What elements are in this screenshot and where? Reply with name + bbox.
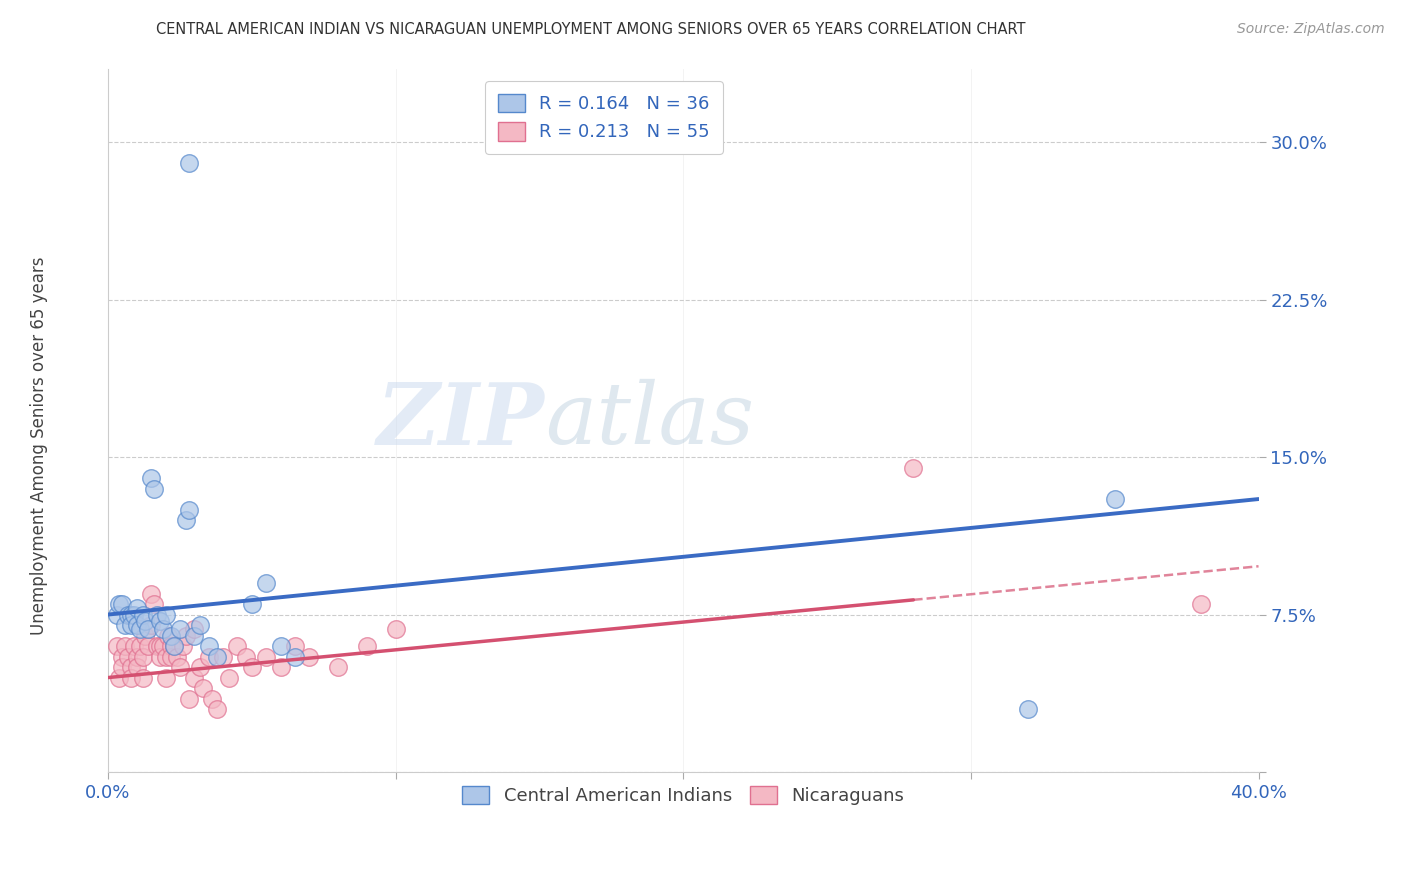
- Point: [183, 629, 205, 643]
- Point: [197, 639, 219, 653]
- Point: [284, 649, 307, 664]
- Point: [160, 649, 183, 664]
- Point: [152, 622, 174, 636]
- Point: [139, 586, 162, 600]
- Point: [1104, 491, 1126, 506]
- Point: [149, 639, 172, 653]
- Point: [111, 660, 134, 674]
- Point: [134, 629, 156, 643]
- Point: [177, 502, 200, 516]
- Point: [122, 607, 145, 622]
- Point: [174, 629, 197, 643]
- Point: [146, 607, 169, 622]
- Point: [125, 601, 148, 615]
- Point: [177, 156, 200, 170]
- Point: [174, 513, 197, 527]
- Legend: Central American Indians, Nicaraguans: Central American Indians, Nicaraguans: [451, 775, 915, 816]
- Point: [160, 639, 183, 653]
- Point: [149, 614, 172, 628]
- Text: CENTRAL AMERICAN INDIAN VS NICARAGUAN UNEMPLOYMENT AMONG SENIORS OVER 65 YEARS C: CENTRAL AMERICAN INDIAN VS NICARAGUAN UN…: [156, 22, 1025, 37]
- Point: [114, 618, 136, 632]
- Point: [226, 639, 249, 653]
- Point: [105, 607, 128, 622]
- Point: [120, 660, 142, 674]
- Point: [143, 597, 166, 611]
- Point: [188, 660, 211, 674]
- Text: atlas: atlas: [546, 379, 755, 462]
- Point: [105, 639, 128, 653]
- Point: [163, 639, 186, 653]
- Point: [114, 639, 136, 653]
- Point: [284, 639, 307, 653]
- Point: [131, 649, 153, 664]
- Point: [111, 649, 134, 664]
- Point: [188, 618, 211, 632]
- Text: Source: ZipAtlas.com: Source: ZipAtlas.com: [1237, 22, 1385, 37]
- Point: [117, 607, 139, 622]
- Point: [235, 649, 257, 664]
- Point: [169, 660, 191, 674]
- Point: [177, 691, 200, 706]
- Point: [212, 649, 235, 664]
- Point: [1189, 597, 1212, 611]
- Point: [108, 671, 131, 685]
- Point: [131, 607, 153, 622]
- Point: [120, 607, 142, 622]
- Point: [111, 597, 134, 611]
- Point: [270, 660, 292, 674]
- Point: [139, 618, 162, 632]
- Point: [254, 576, 277, 591]
- Point: [207, 649, 229, 664]
- Point: [240, 597, 263, 611]
- Point: [125, 660, 148, 674]
- Point: [108, 597, 131, 611]
- Point: [128, 622, 150, 636]
- Point: [207, 702, 229, 716]
- Text: ZIP: ZIP: [377, 378, 546, 462]
- Point: [157, 629, 180, 643]
- Point: [356, 639, 378, 653]
- Point: [152, 639, 174, 653]
- Point: [136, 622, 159, 636]
- Point: [146, 639, 169, 653]
- Point: [298, 649, 321, 664]
- Point: [120, 618, 142, 632]
- Point: [270, 639, 292, 653]
- Point: [1017, 702, 1039, 716]
- Point: [183, 622, 205, 636]
- Point: [125, 649, 148, 664]
- Point: [134, 614, 156, 628]
- Point: [183, 671, 205, 685]
- Point: [155, 671, 177, 685]
- Point: [128, 639, 150, 653]
- Point: [160, 629, 183, 643]
- Point: [120, 671, 142, 685]
- Point: [117, 649, 139, 664]
- Point: [200, 691, 222, 706]
- Point: [218, 671, 240, 685]
- Point: [326, 660, 349, 674]
- Point: [169, 622, 191, 636]
- Point: [125, 618, 148, 632]
- Point: [149, 649, 172, 664]
- Point: [172, 639, 194, 653]
- Point: [240, 660, 263, 674]
- Point: [166, 649, 188, 664]
- Point: [122, 639, 145, 653]
- Point: [136, 639, 159, 653]
- Point: [131, 671, 153, 685]
- Point: [197, 649, 219, 664]
- Point: [155, 607, 177, 622]
- Point: [384, 622, 406, 636]
- Point: [254, 649, 277, 664]
- Text: Unemployment Among Seniors over 65 years: Unemployment Among Seniors over 65 years: [31, 257, 48, 635]
- Point: [139, 471, 162, 485]
- Point: [155, 649, 177, 664]
- Point: [191, 681, 214, 695]
- Point: [163, 639, 186, 653]
- Point: [143, 482, 166, 496]
- Point: [903, 460, 925, 475]
